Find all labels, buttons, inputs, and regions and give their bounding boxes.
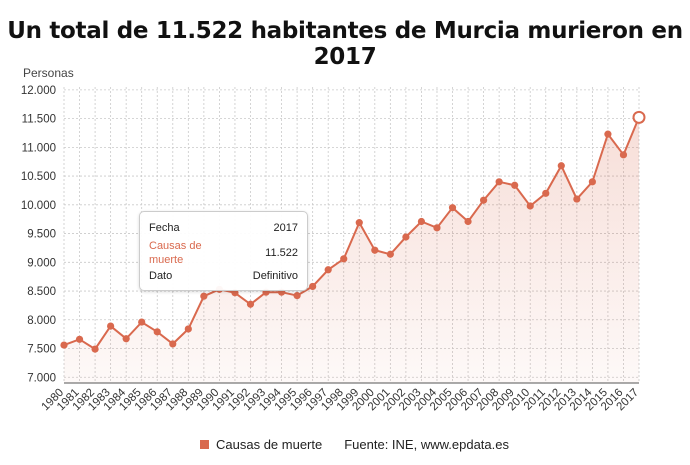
data-point[interactable] [479,196,488,204]
data-point[interactable] [371,246,379,254]
series-area [64,117,639,384]
data-point[interactable] [153,328,161,336]
y-axis-ticks: 7.000 7.500 8.000 8.500 9.000 9.500 10.000 10.5… [21,85,56,384]
y-axis-label: Personas [23,66,74,80]
series-points [60,110,646,353]
data-point[interactable] [417,217,426,226]
y-tick-label: 7.500 [27,344,56,356]
data-point[interactable] [60,341,68,349]
tooltip-series-label: Causas de muerte [149,240,202,266]
y-tick-label: 9.500 [27,229,56,241]
data-point[interactable] [542,189,550,197]
data-point[interactable] [604,130,612,138]
data-point[interactable] [293,292,301,300]
data-point[interactable] [184,325,192,333]
data-point[interactable] [75,335,84,343]
legend-swatch [200,440,209,449]
x-axis-ticks: 1980198119821983198419851986198719881989… [40,386,642,413]
data-tooltip: Fecha 2017 Causas de muerte 11.522 Dato … [139,211,308,291]
data-point[interactable] [464,217,472,226]
data-point[interactable] [619,151,628,159]
data-point[interactable] [386,250,394,258]
tooltip-status-label: Dato [149,270,173,282]
source-note: Fuente: INE, www.epdata.es [344,437,509,452]
y-tick-label: 10.500 [21,171,56,183]
data-point-highlight[interactable] [632,110,646,124]
y-tick-label: 11.500 [22,114,56,126]
data-point[interactable] [138,318,146,326]
data-point[interactable] [433,224,441,232]
data-point[interactable] [526,202,534,210]
data-point[interactable] [340,255,348,263]
y-tick-label: 9.000 [27,257,56,269]
legend-series-label: Causas de muerte [216,437,323,452]
data-point[interactable] [200,292,208,300]
data-point[interactable] [588,178,596,186]
data-point[interactable] [557,162,565,170]
y-tick-label: 11.000 [22,142,56,154]
data-point[interactable] [573,195,581,203]
tooltip-status-value: Definitivo [252,270,298,282]
data-point[interactable] [246,300,255,308]
tooltip-date-value: 2017 [273,222,298,234]
tooltip-date-label: Fecha [149,222,180,234]
data-point[interactable] [448,204,457,212]
data-point[interactable] [495,178,503,186]
data-point[interactable] [169,340,177,348]
chart-title: Un total de 11.522 habitantes de Murcia … [7,18,683,70]
tooltip-series-value: 11.522 [265,247,298,259]
data-point[interactable] [511,181,519,189]
data-point[interactable] [309,282,317,291]
data-point[interactable] [91,345,99,353]
y-tick-label: 12.000 [21,85,56,97]
legend: Causas de muerte Fuente: INE, www.epdata… [200,437,509,452]
data-point[interactable] [107,322,115,330]
data-point[interactable] [402,233,410,241]
y-tick-label: 8.000 [27,315,56,327]
y-tick-label: 8.500 [27,286,56,298]
data-point[interactable] [324,266,332,274]
data-point[interactable] [355,219,363,227]
y-tick-label: 10.000 [21,200,56,212]
y-tick-label: 7.000 [27,372,56,384]
data-point[interactable] [122,335,130,343]
